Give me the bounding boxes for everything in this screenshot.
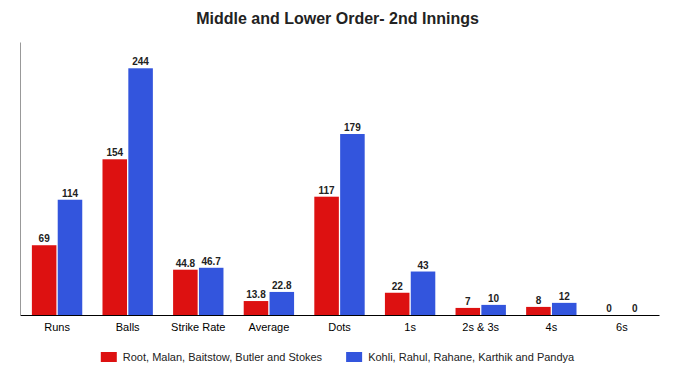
x-tick: 4s <box>546 321 558 333</box>
bar <box>58 200 83 315</box>
bar <box>102 159 127 315</box>
bar <box>340 134 365 315</box>
x-tick-label: 4s <box>546 321 558 333</box>
x-axis-line <box>21 315 660 316</box>
x-tick: 2s & 3s <box>462 321 499 333</box>
y-axis <box>20 43 21 316</box>
data-label: 154 <box>106 147 123 158</box>
data-label: 0 <box>632 303 638 314</box>
bar <box>526 307 551 315</box>
legend-label: Kohli, Rahul, Rahane, Karthik and Pandya <box>368 351 575 363</box>
legend-swatch <box>101 352 117 362</box>
x-tick-label: 1s <box>404 321 416 333</box>
data-label: 10 <box>488 293 500 304</box>
legend-swatch <box>346 352 362 362</box>
y-axis-line <box>20 43 21 316</box>
x-tick-label: 2s & 3s <box>462 321 499 333</box>
bar <box>270 292 295 315</box>
data-label: 13.8 <box>246 289 266 300</box>
chart: Middle and Lower Order- 2nd Innings 69 154… <box>0 0 675 373</box>
data-label: 22.8 <box>272 280 292 291</box>
x-tick-label: Runs <box>44 321 70 333</box>
bar <box>552 303 577 315</box>
bar <box>314 197 339 315</box>
x-tick-label: Dots <box>328 321 351 333</box>
bar <box>199 268 224 315</box>
bars <box>32 68 577 315</box>
legend-item: Root, Malan, Baitstow, Butler and Stokes <box>101 351 323 363</box>
data-label: 117 <box>319 185 336 196</box>
x-tick-label: 6s <box>616 321 628 333</box>
data-label: 244 <box>132 56 149 67</box>
bar <box>456 308 481 315</box>
x-tick: Balls <box>116 321 140 333</box>
data-label: 8 <box>536 295 542 306</box>
data-label: 179 <box>344 122 361 133</box>
x-tick: Dots <box>328 321 351 333</box>
x-tick-label: Strike Rate <box>171 321 225 333</box>
x-tick: Strike Rate <box>171 321 225 333</box>
data-label: 44.8 <box>176 258 196 269</box>
bar <box>385 293 410 315</box>
legend-label: Root, Malan, Baitstow, Butler and Stokes <box>123 351 323 363</box>
data-label: 0 <box>606 303 612 314</box>
chart-container: Middle and Lower Order- 2nd Innings 69 154… <box>0 0 675 373</box>
data-label: 114 <box>62 188 79 199</box>
legend-item: Kohli, Rahul, Rahane, Karthik and Pandya <box>346 351 575 363</box>
x-tick: Runs <box>44 321 70 333</box>
plot: 69 154 44.8 13.8 117 22 7 8 0 114 244 46.7 22.8 179 43… <box>21 43 660 333</box>
x-tick: Average <box>249 321 290 333</box>
x-tick: 1s <box>404 321 416 333</box>
x-axis: Runs Balls Strike Rate Average Dots 1s 2s & 3s… <box>21 316 660 333</box>
data-label: 43 <box>417 260 429 271</box>
bar <box>411 272 436 315</box>
data-labels: 69 154 44.8 13.8 117 22 7 8 0 114 244 46.7 22.8 179 43… <box>39 56 638 314</box>
bar <box>481 305 506 315</box>
data-label: 12 <box>559 291 571 302</box>
bar <box>32 245 57 315</box>
data-label: 7 <box>465 296 471 307</box>
bar <box>623 315 648 316</box>
bar <box>173 270 198 315</box>
legend: Root, Malan, Baitstow, Butler and Stokes… <box>101 351 575 363</box>
bar <box>597 315 622 316</box>
bar <box>128 68 153 315</box>
title: Middle and Lower Order- 2nd Innings <box>196 10 479 27</box>
bar <box>244 301 269 315</box>
data-label: 46.7 <box>201 256 221 267</box>
x-tick-label: Average <box>249 321 290 333</box>
data-label: 69 <box>39 233 51 244</box>
data-label: 22 <box>392 281 404 292</box>
x-tick: 6s <box>616 321 628 333</box>
x-tick-label: Balls <box>116 321 140 333</box>
